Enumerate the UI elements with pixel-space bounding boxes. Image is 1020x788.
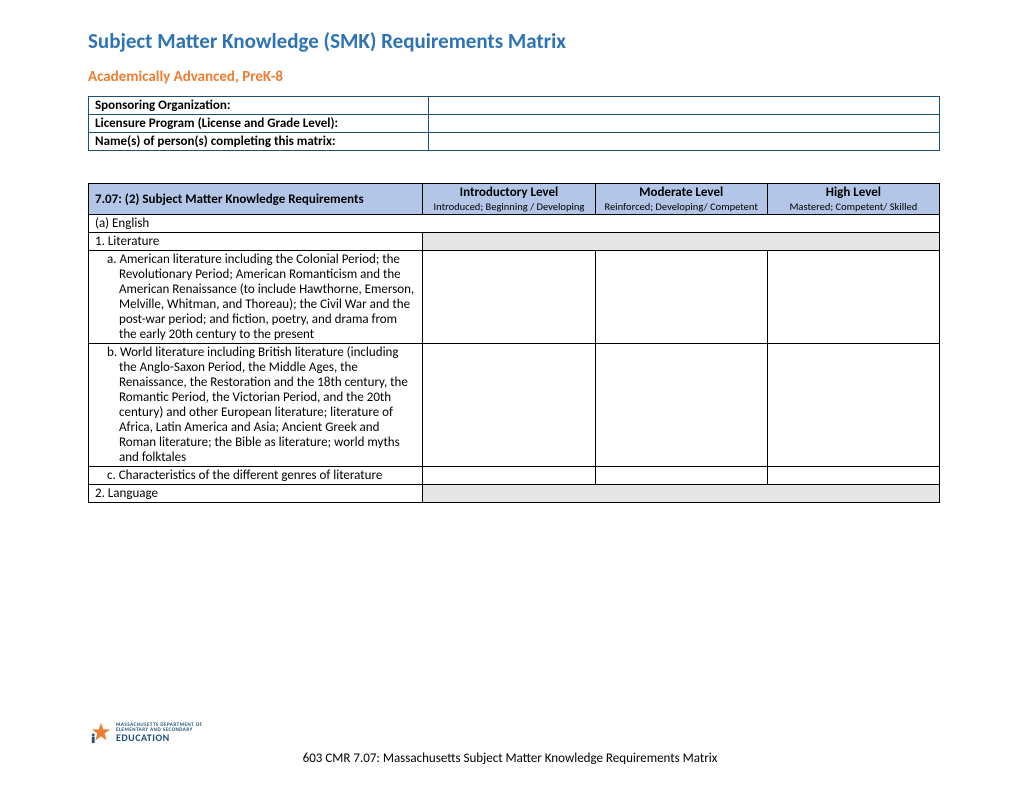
info-row: Licensure Program (License and Grade Lev… bbox=[89, 115, 940, 133]
footer-text: 603 CMR 7.07: Massachusetts Subject Matt… bbox=[0, 751, 1020, 766]
section-cell: 1. Literature bbox=[89, 233, 423, 251]
level-cell[interactable] bbox=[767, 344, 939, 467]
info-row: Name(s) of person(s) completing this mat… bbox=[89, 133, 940, 151]
section-cell: 2. Language bbox=[89, 485, 423, 503]
page-subtitle: Academically Advanced, PreK-8 bbox=[88, 68, 940, 86]
requirement-cell: b. World literature including British li… bbox=[89, 344, 423, 467]
info-value[interactable] bbox=[429, 133, 940, 151]
info-table: Sponsoring Organization:Licensure Progra… bbox=[88, 96, 940, 151]
requirement-cell: c. Characteristics of the different genr… bbox=[89, 467, 423, 485]
logo-text: MASSACHUSETTS DEPARTMENT OF ELEMENTARY A… bbox=[116, 723, 202, 743]
level-cell[interactable] bbox=[767, 467, 939, 485]
page-title: Subject Matter Knowledge (SMK) Requireme… bbox=[88, 28, 940, 54]
info-value[interactable] bbox=[429, 115, 940, 133]
table-row: 1. Literature bbox=[89, 233, 940, 251]
dept-logo: MASSACHUSETTS DEPARTMENT OF ELEMENTARY A… bbox=[90, 722, 202, 744]
info-row: Sponsoring Organization: bbox=[89, 97, 940, 115]
info-label: Sponsoring Organization: bbox=[89, 97, 429, 115]
level-cell[interactable] bbox=[423, 251, 595, 344]
requirement-cell: a. American literature including the Col… bbox=[89, 251, 423, 344]
star-icon bbox=[90, 722, 112, 744]
level-cell[interactable] bbox=[595, 344, 767, 467]
level-cell[interactable] bbox=[423, 467, 595, 485]
section-blank bbox=[423, 485, 940, 503]
table-row: (a) English bbox=[89, 215, 940, 233]
section-blank bbox=[423, 233, 940, 251]
level-cell[interactable] bbox=[767, 251, 939, 344]
table-row: c. Characteristics of the different genr… bbox=[89, 467, 940, 485]
level-header-2: High Level Mastered; Competent/ Skilled bbox=[767, 184, 939, 215]
table-row: a. American literature including the Col… bbox=[89, 251, 940, 344]
info-value[interactable] bbox=[429, 97, 940, 115]
info-label: Name(s) of person(s) completing this mat… bbox=[89, 133, 429, 151]
level-cell[interactable] bbox=[595, 251, 767, 344]
level-header-1: Moderate Level Reinforced; Developing/ C… bbox=[595, 184, 767, 215]
table-row: b. World literature including British li… bbox=[89, 344, 940, 467]
matrix-table: 7.07: (2) Subject Matter Knowledge Requi… bbox=[88, 183, 940, 503]
info-label: Licensure Program (License and Grade Lev… bbox=[89, 115, 429, 133]
section-cell: (a) English bbox=[89, 215, 940, 233]
level-header-0: Introductory Level Introduced; Beginning… bbox=[423, 184, 595, 215]
level-cell[interactable] bbox=[595, 467, 767, 485]
matrix-req-header: 7.07: (2) Subject Matter Knowledge Requi… bbox=[89, 184, 423, 215]
level-cell[interactable] bbox=[423, 344, 595, 467]
table-row: 2. Language bbox=[89, 485, 940, 503]
